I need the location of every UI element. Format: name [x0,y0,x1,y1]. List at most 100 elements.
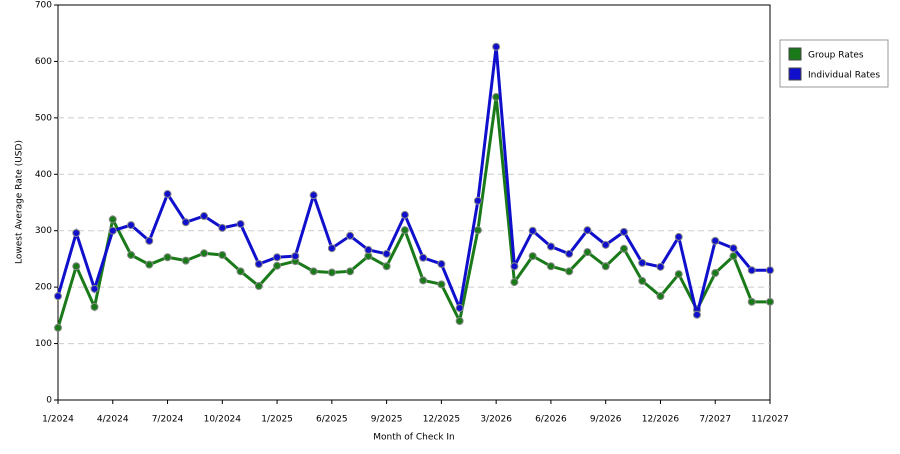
x-tick-label: 11/2027 [751,415,788,425]
data-point [747,297,756,306]
data-point [565,249,574,258]
data-point [473,196,482,205]
data-point [90,284,99,293]
data-point [364,245,373,254]
data-point [619,227,628,236]
data-point [236,219,245,228]
data-point [273,253,282,262]
x-tick-label: 1/2025 [261,415,293,425]
data-point [145,236,154,245]
data-point [127,250,136,259]
x-tick-label: 12/2025 [423,415,460,425]
data-point [638,276,647,285]
data-point [309,267,318,276]
x-axis-label: Month of Check In [373,433,455,443]
data-point [254,282,263,291]
y-tick-label: 100 [35,339,52,349]
y-tick-label: 200 [35,283,52,293]
data-point [455,317,464,325]
data-point [656,292,665,301]
x-tick-label: 9/2026 [590,415,622,425]
y-tick-label: 700 [35,1,52,11]
data-point [528,252,537,261]
data-point [108,226,117,235]
data-point [54,292,62,301]
data-point [145,260,154,269]
x-tick-label: 1/2024 [42,415,74,425]
data-point [108,215,117,224]
data-point [601,262,610,271]
data-point [583,226,592,235]
data-point [400,210,409,219]
legend-swatch [788,67,802,81]
x-tick-label: 10/2024 [204,415,242,425]
data-point [327,268,336,277]
data-point [54,323,62,332]
data-point [437,260,446,269]
data-point [72,262,81,271]
data-point [291,252,300,261]
x-tick-label: 4/2024 [97,415,129,425]
data-point [528,226,537,235]
data-point [455,304,464,313]
data-point [619,244,628,253]
data-point [565,267,574,276]
data-point [218,223,227,232]
data-point [236,267,245,276]
data-point [747,266,756,275]
data-point [72,228,81,237]
x-tick-label: 3/2026 [480,415,512,425]
x-tick-label: 12/2026 [642,415,680,425]
plot-frame [57,4,771,401]
legend-swatch [788,47,802,61]
data-point [729,244,738,253]
data-point [309,191,318,200]
x-tick-label: 7/2027 [699,415,731,425]
data-point [766,266,774,275]
y-tick-label: 400 [35,170,52,180]
data-point [346,231,355,240]
data-point [382,262,391,271]
data-point [419,276,428,285]
y-tick-label: 600 [35,57,52,67]
data-point [729,252,738,261]
x-tick-label: 7/2024 [152,415,184,425]
data-point [437,280,446,289]
data-point [473,226,482,235]
data-point [327,244,336,253]
data-point [419,253,428,262]
x-tick-label: 6/2025 [316,415,348,425]
data-point [692,310,701,319]
data-point [674,270,683,279]
data-point [546,262,555,271]
y-axis-label: Lowest Average Rate (USD) [15,140,25,264]
y-tick-label: 500 [35,113,52,123]
x-tick-label: 9/2025 [371,415,403,425]
data-point [638,258,647,267]
data-point [200,212,209,221]
data-point [656,262,665,271]
data-point [200,249,209,258]
data-point [546,242,555,251]
series-line [56,96,770,329]
data-point [583,248,592,257]
data-point [711,236,720,245]
data-point [127,221,136,230]
data-point [163,190,172,199]
data-point [510,278,519,287]
data-point [711,269,720,278]
data-point [346,267,355,276]
series-line [56,46,770,316]
data-point [218,250,227,259]
data-point [163,253,172,262]
data-point [254,260,263,269]
data-point [510,262,519,271]
data-point [674,232,683,241]
x-tick-label: 6/2026 [535,415,567,425]
legend-label: Group Rates [808,51,864,61]
data-point [400,226,409,235]
data-point [766,297,774,306]
data-point [492,42,501,51]
y-tick-label: 300 [35,226,52,236]
